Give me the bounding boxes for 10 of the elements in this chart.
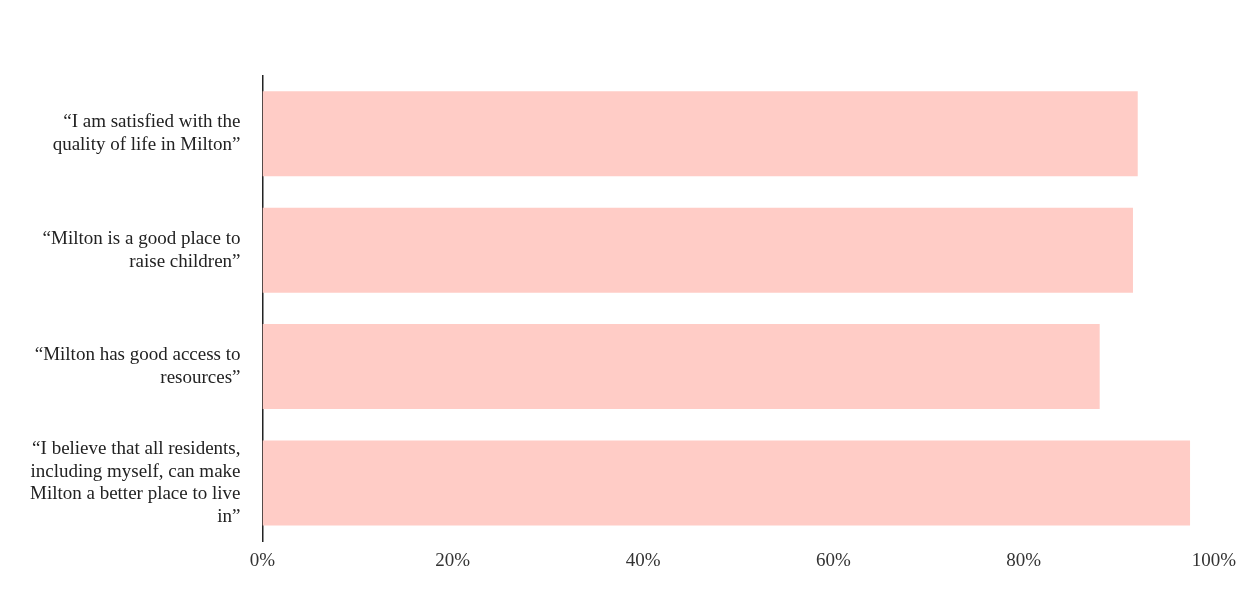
y-tick-label: “I am satisfied with the quality of life in Milton” — [52, 110, 241, 155]
x-tick-label: 60% — [815, 548, 851, 570]
x-tick-label: 80% — [1006, 548, 1042, 570]
y-tick-label: “Milton has good access to resources” — [34, 343, 241, 387]
x-tick-label: 20% — [435, 548, 471, 570]
y-tick-label: “Milton is a good place to raise children” — [42, 226, 241, 271]
x-tick-label: 40% — [625, 548, 661, 570]
y-tick-label: “I believe that all residents, including myself, can make Milton a better place to live in” — [30, 436, 241, 527]
x-tick-label: 100% — [1191, 548, 1237, 570]
x-tick-label: 0% — [249, 548, 276, 570]
